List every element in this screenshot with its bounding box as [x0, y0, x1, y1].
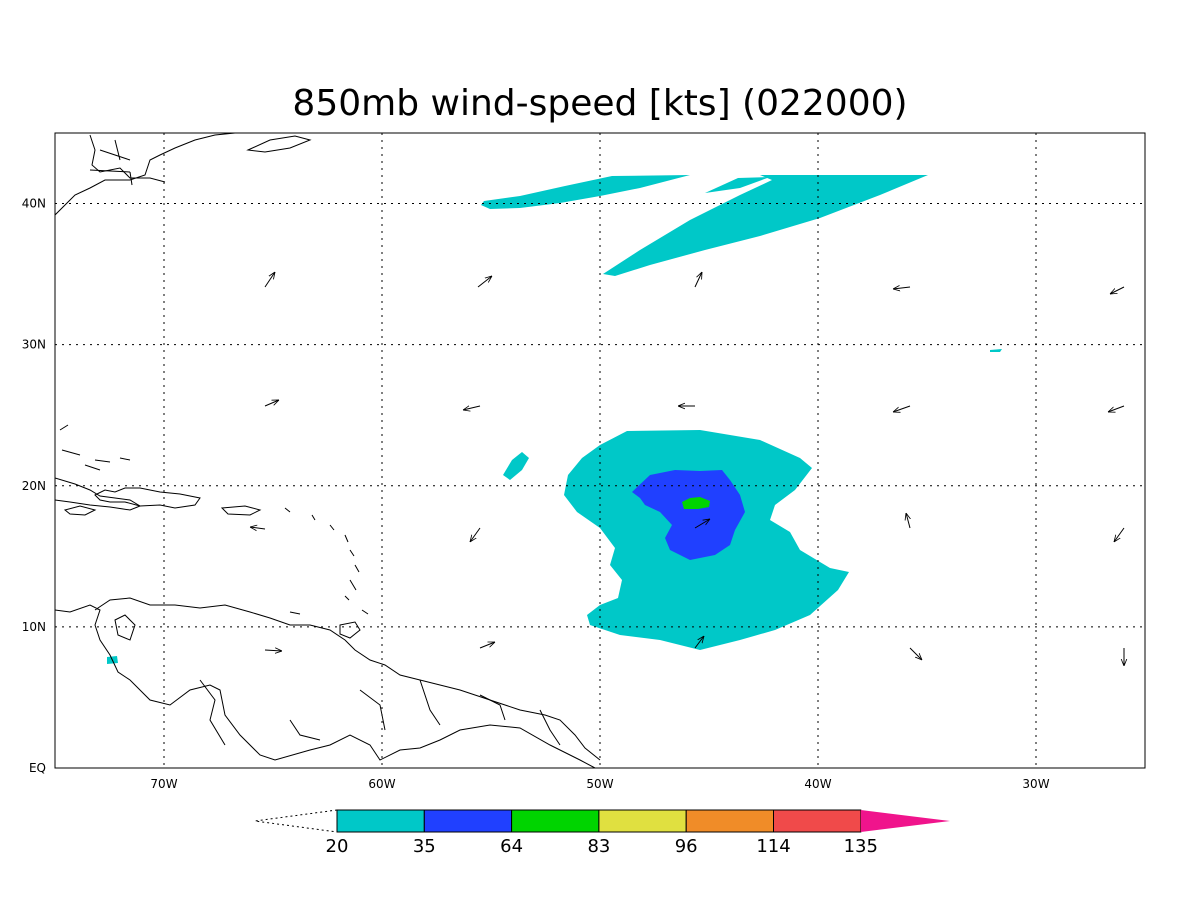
storm-core-64-83: [682, 497, 710, 509]
lat-tick-label: 10N: [22, 620, 46, 634]
colorbar-segment: [511, 809, 600, 833]
shading-20-35: [107, 175, 1002, 664]
wind-vector-arrow: [1110, 286, 1125, 294]
chart-title: 850mb wind-speed [kts] (022000): [292, 83, 907, 124]
lon-tick-label: 30W: [1022, 777, 1049, 791]
storm-band-35-64: [632, 470, 745, 560]
lat-tick-label: 20N: [22, 479, 46, 493]
jet-streak-band-east: [603, 175, 928, 276]
borders-south-america: [199, 679, 561, 746]
coastlines: [55, 133, 601, 768]
wind-vector-arrow: [477, 276, 492, 288]
wind-vector-arrow: [479, 641, 495, 649]
wind-vector-arrow: [264, 650, 282, 651]
wind-vector-arrow: [470, 527, 481, 542]
wind-vectors: [250, 272, 1124, 666]
state-lines: [89, 139, 133, 186]
lon-tick-label: 50W: [586, 777, 613, 791]
colorbar-label: 114: [756, 836, 790, 857]
coastline-north-america: [55, 133, 236, 216]
wind-vector-arrow: [1114, 527, 1125, 542]
lat-tick-label: EQ: [29, 761, 46, 775]
jet-streak-band: [481, 175, 690, 209]
coastline-bahamas: [59, 424, 131, 471]
wind-vector-arrow: [264, 399, 279, 407]
colorbar-label: 83: [587, 836, 610, 857]
lon-tick-label: 40W: [804, 777, 831, 791]
small-patch: [990, 349, 1002, 352]
wind-vector-arrow: [909, 647, 922, 660]
coastline-cuba: [55, 477, 142, 511]
colorbar-segment: [598, 809, 687, 833]
colorbar-upper-extension: [860, 810, 950, 832]
wind-vector-arrow: [906, 513, 910, 529]
wind-vector-arrow: [893, 405, 911, 412]
wind-vector-arrow: [264, 272, 275, 288]
coastline-puerto-rico: [220, 505, 262, 516]
wind-vector-arrow: [694, 636, 704, 649]
colorbar-label: 96: [675, 836, 698, 857]
colorbar-label: 20: [326, 836, 349, 857]
coastline-jamaica: [63, 505, 97, 516]
coastline-northeast: [89, 134, 312, 183]
coastline-hispaniola: [94, 487, 201, 509]
small-patch: [503, 452, 529, 480]
lat-tick-label: 30N: [22, 338, 46, 352]
coastline-trinidad: [339, 621, 361, 639]
colorbar-segment: [336, 809, 425, 833]
wind-vector-arrow: [694, 519, 710, 529]
colorbar-segment: [773, 809, 862, 833]
colorbar-label: 64: [500, 836, 523, 857]
wind-vector-arrow: [694, 272, 702, 288]
colorbar-label: 135: [844, 836, 878, 857]
latitude-labels: EQ 10N 20N 30N 40N: [22, 197, 46, 775]
lon-tick-label: 60W: [368, 777, 395, 791]
lat-tick-label: 40N: [22, 197, 46, 211]
wind-vector-arrow: [893, 287, 911, 289]
lon-tick-label: 70W: [150, 777, 177, 791]
map-area: [55, 133, 1124, 768]
colorbar: 20 35 64 83 96 114 135: [254, 809, 950, 857]
colorbar-segment: [423, 809, 513, 833]
map-frame: [54, 132, 1146, 769]
grid: [55, 133, 1145, 768]
colorbar-lower-extension: [254, 809, 338, 833]
coastline-south-america: [55, 597, 601, 768]
wind-vector-arrow: [1108, 405, 1125, 412]
coastline-lesser-antilles: [284, 507, 369, 615]
coastline-lake-maracaibo: [114, 614, 136, 641]
longitude-labels: 70W 60W 50W 40W 30W: [150, 777, 1049, 791]
jet-streak-notch: [705, 177, 770, 193]
colorbar-label: 35: [413, 836, 436, 857]
wind-vector-arrow: [463, 406, 481, 410]
wind-vector-arrow: [250, 527, 266, 529]
colorbar-segment: [685, 809, 775, 833]
